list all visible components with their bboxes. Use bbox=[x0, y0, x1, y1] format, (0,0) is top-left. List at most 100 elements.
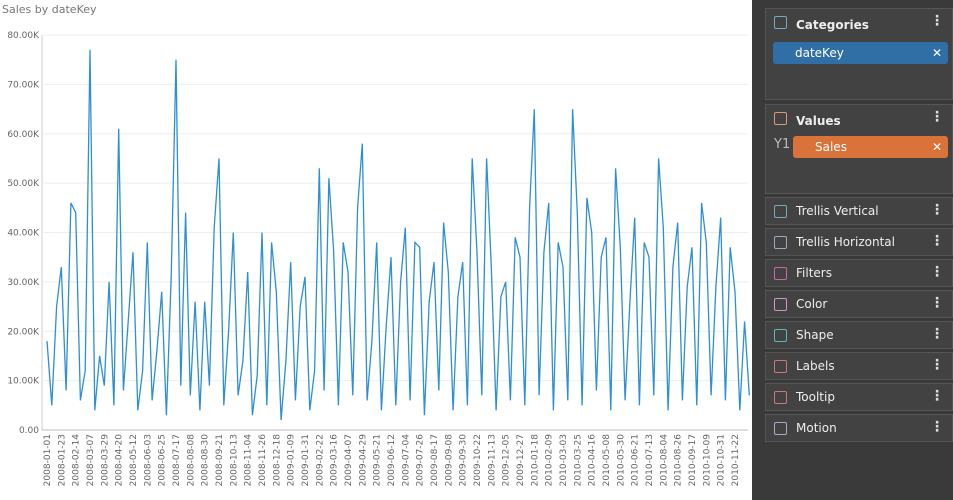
y-tick-label: 50.00K bbox=[7, 179, 40, 189]
axis-label: Y1 bbox=[774, 137, 791, 152]
sales-line bbox=[46, 49, 750, 421]
menu[interactable]: ⋮ bbox=[930, 295, 944, 311]
x-tick-label: 2009-12-05 bbox=[502, 434, 512, 486]
x-tick-label: 2009-12-27 bbox=[516, 434, 526, 486]
x-tick-label: 2010-02-09 bbox=[545, 434, 555, 487]
y-tick-label: 40.00K bbox=[7, 229, 40, 239]
x-tick-label: 2008-09-21 bbox=[215, 434, 225, 486]
x-tick-label: 2008-06-25 bbox=[158, 434, 168, 486]
x-tick-label: 2010-08-26 bbox=[674, 434, 684, 487]
x-tick-label: 2010-07-13 bbox=[645, 434, 655, 486]
section-label: Motion bbox=[796, 421, 837, 435]
x-tick-label: 2009-02-22 bbox=[315, 434, 325, 486]
x-tick-label: 2009-09-08 bbox=[444, 434, 454, 487]
x-tick-label: 2010-03-03 bbox=[559, 434, 569, 486]
y-tick-label: 60.00K bbox=[7, 130, 40, 140]
section-title: Categories bbox=[796, 18, 869, 32]
field-panel: Categories ⋮ dateKey ✕ Values ⋮ Y1 Sales ✕… bbox=[752, 0, 953, 500]
x-tick-label: 2009-04-07 bbox=[344, 434, 354, 486]
x-tick-label: 2009-01-31 bbox=[301, 434, 311, 486]
menu[interactable]: ⋮ bbox=[930, 388, 944, 404]
menu[interactable]: ⋮ bbox=[930, 109, 944, 125]
x-tick-label: 2009-11-13 bbox=[487, 434, 497, 486]
x-tick-label: 2008-11-04 bbox=[244, 434, 254, 487]
section-row[interactable]: Trellis Vertical ⋮ bbox=[765, 197, 953, 225]
y-tick-label: 80.00K bbox=[7, 31, 40, 41]
section-row[interactable]: Shape ⋮ bbox=[765, 321, 953, 349]
x-tick-label: 2009-09-30 bbox=[459, 434, 469, 487]
x-tick-label: 2009-08-17 bbox=[430, 434, 440, 486]
icon bbox=[774, 205, 787, 218]
remove[interactable]: ✕ bbox=[931, 140, 942, 154]
section-label: Shape bbox=[796, 328, 834, 342]
x-tick-label: 2009-03-16 bbox=[330, 434, 340, 487]
x-tick-label: 2009-04-29 bbox=[358, 434, 368, 487]
menu[interactable]: ⋮ bbox=[930, 419, 944, 435]
x-tick-label: 2009-01-09 bbox=[287, 434, 297, 487]
menu[interactable]: ⋮ bbox=[930, 264, 944, 280]
x-tick-label: 2009-07-04 bbox=[401, 434, 411, 487]
x-tick-label: 2010-11-22 bbox=[731, 434, 741, 486]
section-label: Trellis Horizontal bbox=[796, 235, 895, 249]
x-tick-label: 2009-07-26 bbox=[416, 434, 426, 487]
chip-label: dateKey bbox=[795, 46, 844, 60]
x-tick-label: 2008-12-18 bbox=[272, 434, 282, 487]
section-label: Trellis Vertical bbox=[796, 204, 879, 218]
x-tick-label: 2008-05-12 bbox=[129, 434, 139, 486]
x-tick-label: 2010-10-09 bbox=[702, 434, 712, 487]
menu[interactable]: ⋮ bbox=[930, 357, 944, 373]
menu[interactable]: ⋮ bbox=[930, 326, 944, 342]
icon bbox=[774, 236, 787, 249]
x-tick-label: 2009-05-21 bbox=[373, 434, 383, 486]
x-tick-label: 2008-07-17 bbox=[172, 434, 182, 486]
x-tick-label: 2008-08-30 bbox=[201, 434, 211, 487]
x-tick-label: 2008-01-23 bbox=[57, 434, 67, 486]
x-tick-label: 2010-10-31 bbox=[717, 434, 727, 486]
section-label: Labels bbox=[796, 359, 835, 373]
value-chip[interactable]: Sales ✕ bbox=[793, 136, 948, 158]
x-tick-label: 2008-01-01 bbox=[43, 434, 53, 486]
x-tick-label: 2008-04-20 bbox=[115, 434, 125, 487]
section-row[interactable]: Tooltip ⋮ bbox=[765, 383, 953, 411]
y-tick-label: 0.00 bbox=[19, 426, 39, 436]
x-tick-label: 2010-03-25 bbox=[573, 434, 583, 486]
menu[interactable]: ⋮ bbox=[930, 202, 944, 218]
chart-title: Sales by dateKey bbox=[2, 3, 97, 16]
icon bbox=[774, 360, 787, 373]
section-row[interactable]: Motion ⋮ bbox=[765, 414, 953, 442]
x-tick-label: 2008-06-03 bbox=[143, 434, 153, 486]
x-tick-label: 2009-10-22 bbox=[473, 434, 483, 486]
values-section: Values ⋮ Y1 Sales ✕ bbox=[765, 104, 953, 194]
categories-section: Categories ⋮ dateKey ✕ bbox=[765, 8, 953, 100]
x-tick-label: 2010-09-17 bbox=[688, 434, 698, 486]
x-tick-label: 2010-05-08 bbox=[602, 434, 612, 487]
menu[interactable]: ⋮ bbox=[930, 233, 944, 249]
x-tick-label: 2008-11-26 bbox=[258, 434, 268, 487]
y-tick-label: 10.00K bbox=[7, 377, 40, 387]
section-row[interactable]: Trellis Horizontal ⋮ bbox=[765, 228, 953, 256]
x-tick-label: 2010-01-18 bbox=[530, 434, 540, 487]
y-tick-label: 30.00K bbox=[7, 278, 40, 288]
icon bbox=[774, 422, 787, 435]
x-tick-label: 2010-06-21 bbox=[631, 434, 641, 486]
section-label: Color bbox=[796, 297, 828, 311]
section-row[interactable]: Filters ⋮ bbox=[765, 259, 953, 287]
icon bbox=[774, 329, 787, 342]
section-row[interactable]: Labels ⋮ bbox=[765, 352, 953, 380]
icon bbox=[774, 16, 787, 29]
icon bbox=[774, 298, 787, 311]
x-tick-label: 2008-03-29 bbox=[100, 434, 110, 487]
y-tick-label: 20.00K bbox=[7, 327, 40, 337]
menu[interactable]: ⋮ bbox=[930, 13, 944, 29]
x-tick-label: 2008-02-14 bbox=[72, 434, 82, 487]
y-tick-label: 70.00K bbox=[7, 80, 40, 90]
x-tick-label: 2010-08-04 bbox=[659, 434, 669, 487]
x-tick-label: 2008-08-08 bbox=[186, 434, 196, 487]
category-chip[interactable]: dateKey ✕ bbox=[773, 42, 948, 64]
x-tick-label: 2010-04-16 bbox=[588, 434, 598, 487]
x-tick-label: 2008-03-07 bbox=[86, 434, 96, 486]
remove[interactable]: ✕ bbox=[931, 46, 942, 60]
section-row[interactable]: Color ⋮ bbox=[765, 290, 953, 318]
chart: Sales by dateKey 0.00 10.00K 20.00K 30.00K 4… bbox=[2, 3, 750, 487]
chip-label: Sales bbox=[815, 140, 847, 154]
